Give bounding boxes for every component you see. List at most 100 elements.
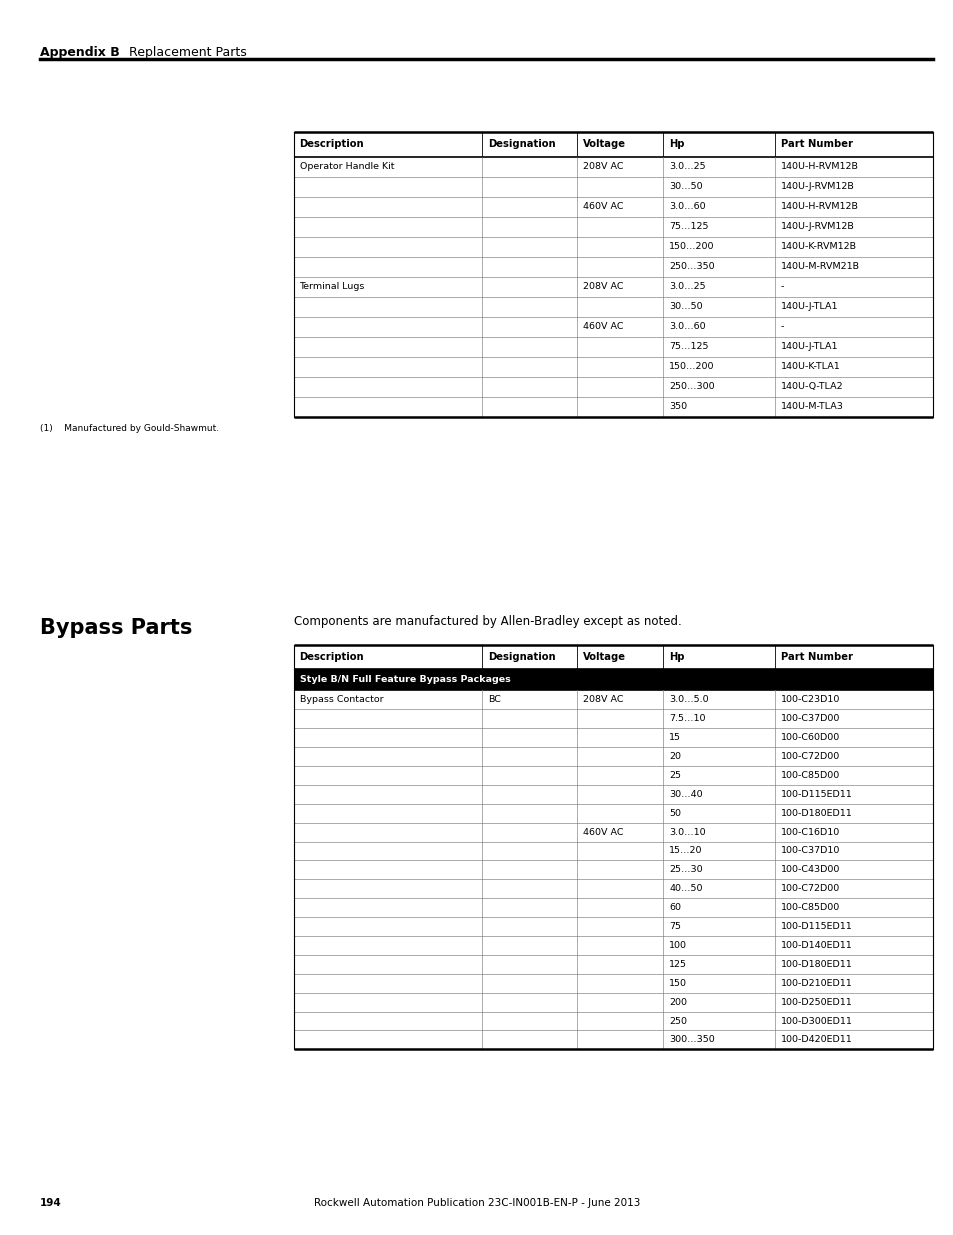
Text: Terminal Lugs: Terminal Lugs — [299, 283, 365, 291]
Text: Voltage: Voltage — [582, 140, 625, 149]
Text: Description: Description — [299, 140, 364, 149]
Text: 75: 75 — [668, 923, 680, 931]
Text: 350: 350 — [668, 403, 686, 411]
Bar — [294, 785, 932, 804]
Text: 150: 150 — [668, 979, 686, 988]
Text: 194: 194 — [40, 1198, 62, 1208]
Text: 140U-K-TLA1: 140U-K-TLA1 — [781, 362, 840, 372]
Text: 100-C37D10: 100-C37D10 — [781, 846, 840, 856]
Text: 25: 25 — [668, 771, 680, 779]
Text: 3.0…25: 3.0…25 — [668, 283, 705, 291]
Text: 3.0…10: 3.0…10 — [668, 827, 705, 836]
Text: Style B/N Full Feature Bypass Packages: Style B/N Full Feature Bypass Packages — [299, 676, 510, 684]
Text: 250…300: 250…300 — [668, 383, 714, 391]
Text: 100-D210ED11: 100-D210ED11 — [781, 979, 852, 988]
Text: Description: Description — [299, 652, 364, 662]
Text: 100-C16D10: 100-C16D10 — [781, 827, 840, 836]
Bar — [294, 196, 932, 217]
Text: 100-C37D00: 100-C37D00 — [781, 714, 840, 724]
Text: 100-C72D00: 100-C72D00 — [781, 884, 840, 893]
Text: 100-D180ED11: 100-D180ED11 — [781, 960, 852, 968]
Text: 100-D115ED11: 100-D115ED11 — [781, 923, 852, 931]
Bar — [294, 1030, 932, 1050]
Text: 300…350: 300…350 — [668, 1035, 714, 1045]
Text: 3.0…60: 3.0…60 — [668, 322, 705, 331]
Text: 100-C23D10: 100-C23D10 — [781, 695, 840, 704]
Text: 60: 60 — [668, 903, 680, 913]
Bar — [294, 918, 932, 936]
Text: 100-D140ED11: 100-D140ED11 — [781, 941, 852, 950]
Text: Components are manufactured by Allen-Bradley except as noted.: Components are manufactured by Allen-Bra… — [294, 615, 680, 629]
Text: 100-D300ED11: 100-D300ED11 — [781, 1016, 852, 1025]
Bar — [294, 669, 932, 690]
Text: -: - — [781, 283, 783, 291]
Text: 200: 200 — [668, 998, 686, 1007]
Text: 140U-J-TLA1: 140U-J-TLA1 — [781, 342, 838, 352]
Bar — [294, 157, 932, 177]
Text: Bypass Parts: Bypass Parts — [40, 618, 193, 637]
Bar — [294, 936, 932, 955]
Text: 140U-J-TLA1: 140U-J-TLA1 — [781, 303, 838, 311]
Text: 40…50: 40…50 — [668, 884, 701, 893]
Text: 3.0…25: 3.0…25 — [668, 162, 705, 172]
Text: 460V AC: 460V AC — [582, 203, 622, 211]
Text: 140U-M-RVM21B: 140U-M-RVM21B — [781, 262, 859, 272]
Text: Designation: Designation — [488, 140, 556, 149]
Text: 100-C85D00: 100-C85D00 — [781, 903, 840, 913]
Bar — [294, 337, 932, 357]
Bar — [294, 377, 932, 396]
Text: 75…125: 75…125 — [668, 342, 708, 352]
Text: Hp: Hp — [668, 140, 684, 149]
Text: 30…50: 30…50 — [668, 183, 702, 191]
Bar — [294, 729, 932, 747]
Text: 208V AC: 208V AC — [582, 162, 622, 172]
Text: 100-D250ED11: 100-D250ED11 — [781, 998, 852, 1007]
Bar — [294, 396, 932, 417]
Bar — [294, 709, 932, 729]
Text: BC: BC — [488, 695, 500, 704]
Text: 100-C43D00: 100-C43D00 — [781, 866, 840, 874]
Text: Operator Handle Kit: Operator Handle Kit — [299, 162, 394, 172]
Text: 100: 100 — [668, 941, 686, 950]
Text: 75…125: 75…125 — [668, 222, 708, 231]
Text: 20: 20 — [668, 752, 680, 761]
Text: 3.0…5.0: 3.0…5.0 — [668, 695, 708, 704]
Text: -: - — [781, 322, 783, 331]
Bar — [294, 237, 932, 257]
Text: 100-D180ED11: 100-D180ED11 — [781, 809, 852, 818]
Text: 150…200: 150…200 — [668, 362, 714, 372]
Text: 140U-K-RVM12B: 140U-K-RVM12B — [781, 242, 856, 252]
Bar — [294, 747, 932, 766]
Bar — [294, 879, 932, 898]
Bar — [294, 1011, 932, 1030]
Text: 250: 250 — [668, 1016, 686, 1025]
Text: 25…30: 25…30 — [668, 866, 702, 874]
Text: Appendix B: Appendix B — [40, 46, 120, 59]
Text: Rockwell Automation Publication 23C-IN001B-EN-P - June 2013: Rockwell Automation Publication 23C-IN00… — [314, 1198, 639, 1208]
Text: Replacement Parts: Replacement Parts — [129, 46, 246, 59]
Text: Part Number: Part Number — [781, 652, 852, 662]
Text: 140U-J-RVM12B: 140U-J-RVM12B — [781, 183, 854, 191]
Bar — [294, 973, 932, 993]
Text: Hp: Hp — [668, 652, 684, 662]
Bar — [294, 177, 932, 196]
Text: (1)    Manufactured by Gould-Shawmut.: (1) Manufactured by Gould-Shawmut. — [40, 425, 219, 433]
Bar — [294, 132, 932, 157]
Text: 3.0…60: 3.0…60 — [668, 203, 705, 211]
Text: Bypass Contactor: Bypass Contactor — [299, 695, 383, 704]
Text: 460V AC: 460V AC — [582, 827, 622, 836]
Text: 208V AC: 208V AC — [582, 283, 622, 291]
Bar — [294, 766, 932, 785]
Text: Part Number: Part Number — [781, 140, 852, 149]
Text: 140U-M-TLA3: 140U-M-TLA3 — [781, 403, 842, 411]
Text: 100-D420ED11: 100-D420ED11 — [781, 1035, 852, 1045]
Text: 50: 50 — [668, 809, 680, 818]
Text: 100-C85D00: 100-C85D00 — [781, 771, 840, 779]
Bar — [294, 317, 932, 337]
Bar — [294, 841, 932, 861]
Text: 15…20: 15…20 — [668, 846, 701, 856]
Text: 125: 125 — [668, 960, 686, 968]
Text: 30…50: 30…50 — [668, 303, 702, 311]
Text: 30…40: 30…40 — [668, 790, 702, 799]
Text: 460V AC: 460V AC — [582, 322, 622, 331]
